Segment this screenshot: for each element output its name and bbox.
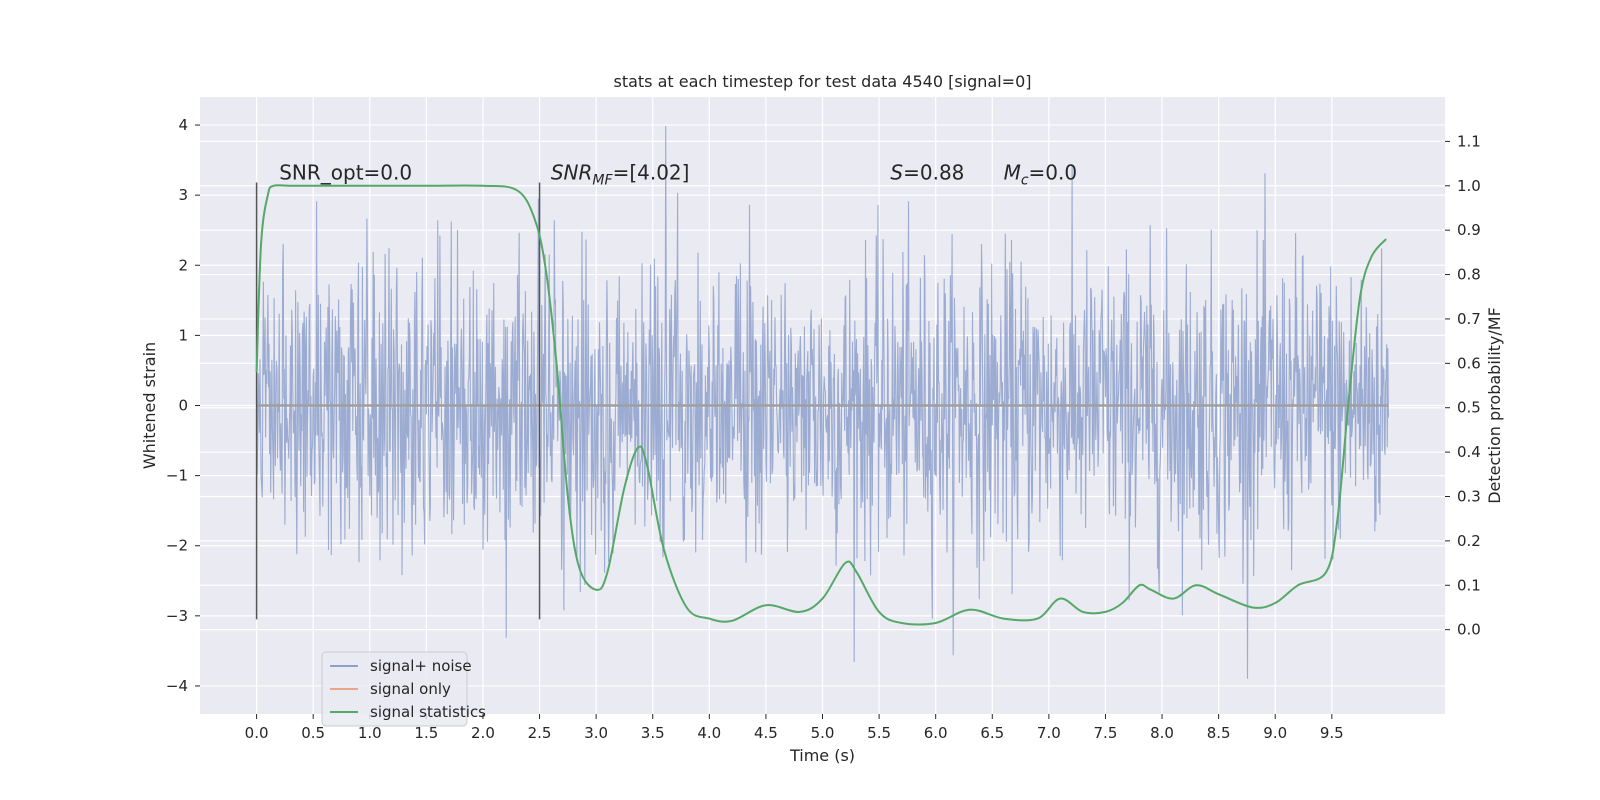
x-tick-label: 4.0	[697, 724, 721, 742]
x-tick-label: 8.0	[1150, 724, 1174, 742]
y2-tick-label: 0.6	[1457, 354, 1481, 372]
y-tick-label: 2	[178, 256, 188, 274]
y-tick-label: −3	[166, 607, 188, 625]
legend-label-signal-statistics: signal statistics	[370, 703, 486, 721]
legend-label-signal-only: signal only	[370, 680, 451, 698]
noise-trace	[256, 125, 1389, 679]
y2-tick-label: 0.5	[1457, 399, 1481, 417]
x-tick-label: 7.5	[1094, 724, 1118, 742]
y-tick-labels: 4 3 2 1 0 −1 −2 −3 −4	[166, 116, 200, 695]
chart-title: stats at each timestep for test data 454…	[613, 72, 1031, 91]
y-tick-label: 4	[178, 116, 188, 134]
x-tick-label: 9.0	[1263, 724, 1287, 742]
y2-tick-label: 1.0	[1457, 177, 1481, 195]
y2-tick-label: 0.9	[1457, 221, 1481, 239]
series-signal-statistics	[255, 184, 1387, 626]
x-tick-label: 7.0	[1037, 724, 1061, 742]
y-tick-label: 3	[178, 186, 188, 204]
y2-tick-label: 1.1	[1457, 132, 1481, 150]
x-tick-label: 5.5	[867, 724, 891, 742]
y-tick-label: 1	[178, 326, 188, 344]
y-axis-label: Whitened strain	[140, 342, 159, 469]
x-tick-label: 6.5	[980, 724, 1004, 742]
x-tick-label: 3.0	[584, 724, 608, 742]
x-tick-label: 3.5	[641, 724, 665, 742]
x-tick-label: 4.5	[754, 724, 778, 742]
x-tick-label: 0.5	[301, 724, 325, 742]
y-tick-label: −1	[166, 467, 188, 485]
annotation-s-value: S=0.88	[890, 161, 964, 185]
annotation-snr-mf: SNRMF=[4.02]	[551, 161, 690, 189]
x-tick-labels: 0.0 0.5 1.0 1.5 2.0 2.5 3.0 3.5 4.0 4.5 5.0 5.5 6.0 6…	[245, 714, 1344, 742]
series-signal-plus-noise	[256, 125, 1389, 679]
y2-tick-label: 0.8	[1457, 266, 1481, 284]
x-axis-label: Time (s)	[789, 746, 855, 765]
y2-tick-label: 0.0	[1457, 621, 1481, 639]
y2-axis-label: Detection probability/MF	[1485, 307, 1504, 504]
y-tick-label: −2	[166, 537, 188, 555]
x-tick-label: 9.5	[1320, 724, 1344, 742]
y2-tick-label: 0.4	[1457, 443, 1481, 461]
x-tick-label: 0.0	[245, 724, 269, 742]
annotation-snr-opt: SNR_opt=0.0	[279, 161, 412, 185]
x-tick-label: 1.5	[414, 724, 438, 742]
legend: signal+ noise signal only signal statist…	[321, 651, 486, 727]
annotation-mc-value: Mc=0.0	[1004, 161, 1078, 189]
y2-tick-label: 0.7	[1457, 310, 1481, 328]
vertical-markers	[255, 182, 541, 620]
x-tick-label: 6.0	[924, 724, 948, 742]
signal-statistics-curve	[255, 184, 1387, 626]
x-tick-label: 8.5	[1207, 724, 1231, 742]
y2-tick-labels: 1.1 1.0 0.9 0.8 0.7 0.6 0.5 0.4 0.3 0.2 0.1 0.0	[1445, 132, 1481, 639]
legend-label-signal-plus-noise: signal+ noise	[370, 657, 472, 675]
y-tick-label: 0	[178, 397, 188, 415]
y2-tick-label: 0.1	[1457, 576, 1481, 594]
y-tick-label: −4	[166, 677, 188, 695]
y-gridlines	[200, 124, 1445, 687]
y2-tick-label: 0.3	[1457, 487, 1481, 505]
x-tick-label: 2.0	[471, 724, 495, 742]
y2-tick-label: 0.2	[1457, 532, 1481, 550]
x-tick-label: 2.5	[528, 724, 552, 742]
x-tick-label: 1.0	[358, 724, 382, 742]
legend-box	[321, 651, 468, 727]
x-tick-label: 5.0	[811, 724, 835, 742]
